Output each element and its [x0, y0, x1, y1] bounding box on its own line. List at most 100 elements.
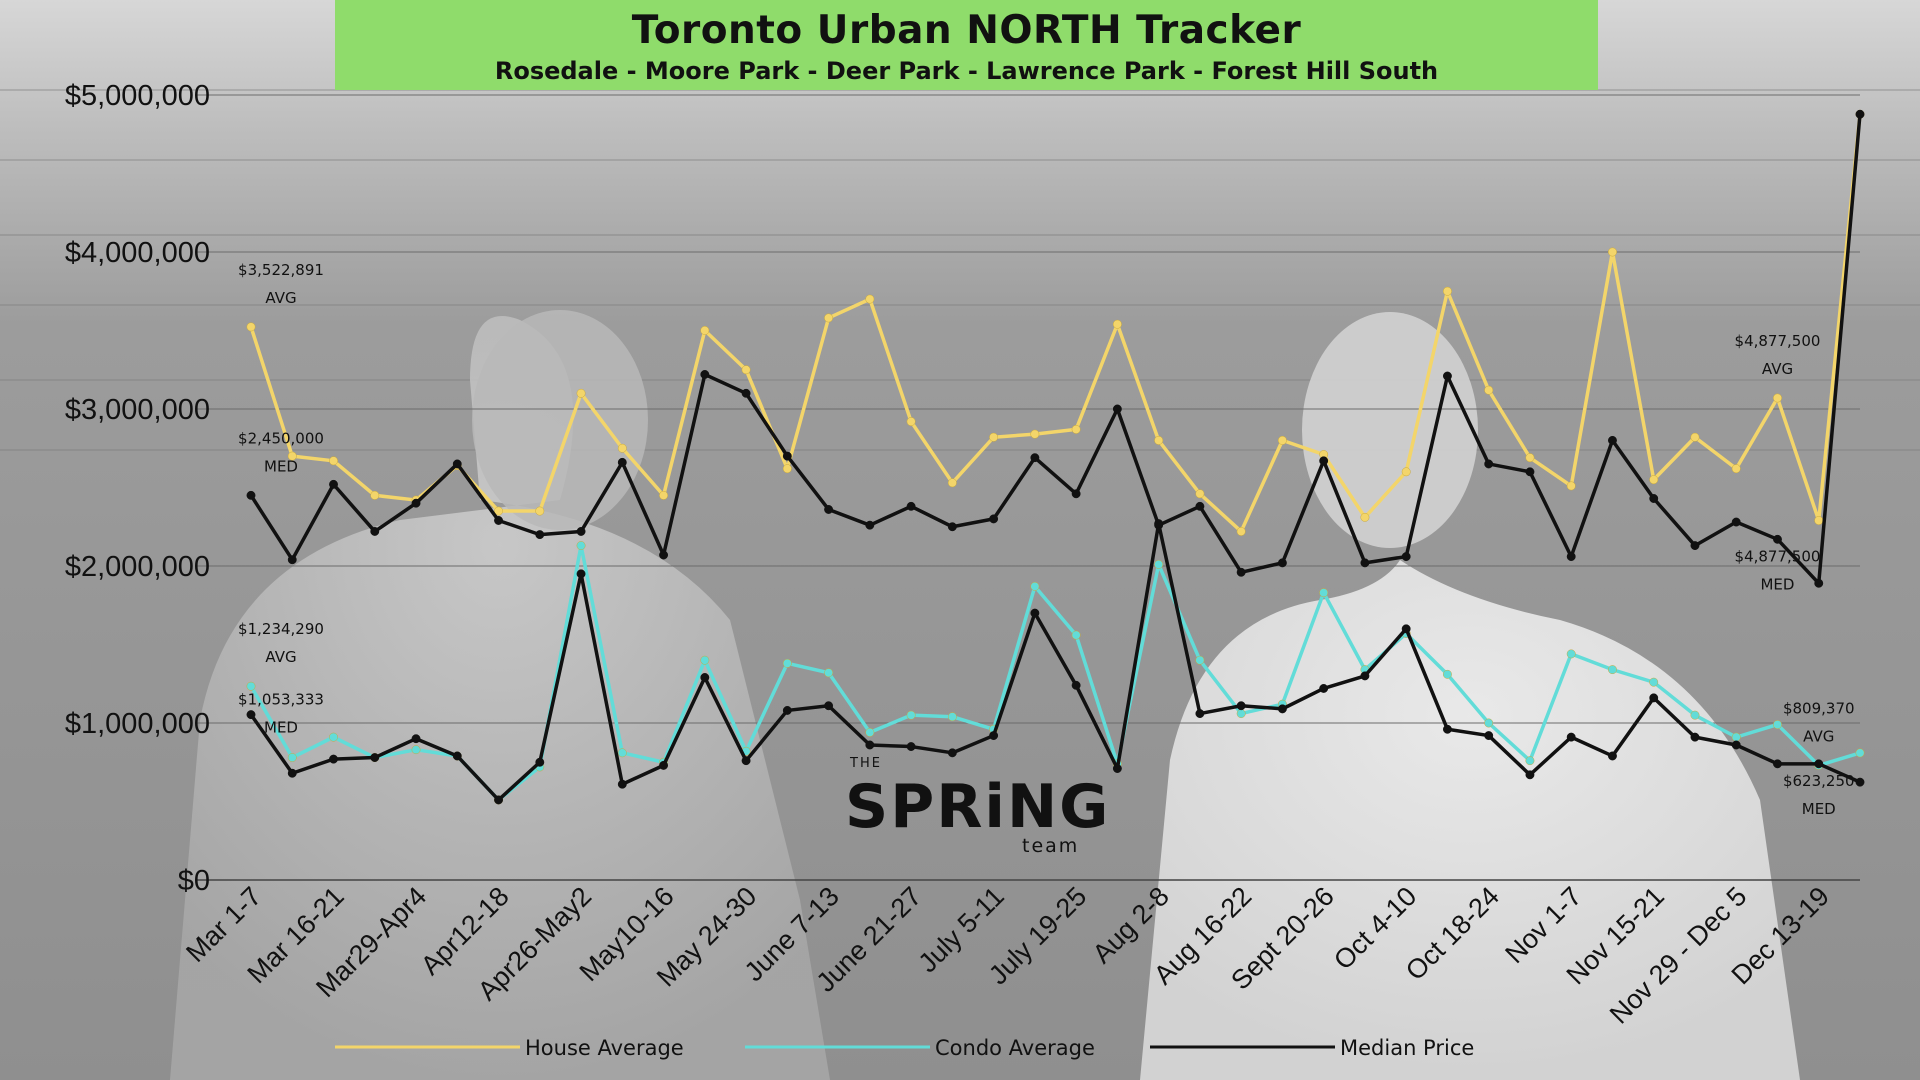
data-point — [1731, 517, 1741, 527]
annotation-kind: MED — [264, 457, 298, 475]
data-point — [1442, 669, 1452, 679]
data-point — [287, 451, 297, 461]
data-point — [1649, 693, 1659, 703]
data-point — [452, 459, 462, 469]
data-point — [782, 658, 792, 668]
legend-label: Median Price — [1340, 1036, 1474, 1060]
annotation: $623,250 MED — [1783, 772, 1855, 818]
data-point — [1525, 453, 1535, 463]
annotation-kind: MED — [1760, 575, 1794, 593]
data-point — [1773, 720, 1782, 730]
y-tick-label: $4,000,000 — [65, 237, 210, 269]
data-point — [370, 753, 380, 762]
data-point — [1442, 724, 1452, 734]
data-point — [1608, 247, 1617, 257]
data-point — [1566, 649, 1576, 659]
data-point — [1112, 319, 1122, 329]
data-point — [1649, 677, 1659, 687]
data-point — [659, 490, 669, 500]
data-point — [1566, 552, 1576, 562]
data-point — [576, 527, 586, 536]
data-point — [617, 443, 627, 453]
data-point — [1855, 777, 1865, 787]
data-point — [452, 751, 462, 761]
y-tick-label: $5,000,000 — [65, 80, 210, 112]
data-point — [1030, 608, 1040, 618]
data-point — [246, 490, 256, 500]
data-point — [1525, 770, 1535, 780]
series-layer — [246, 109, 1865, 805]
data-point — [329, 754, 338, 764]
data-point — [1360, 671, 1370, 681]
data-point — [741, 365, 751, 375]
data-point — [1690, 732, 1700, 742]
data-point — [411, 498, 421, 508]
data-point — [1071, 424, 1081, 434]
data-point — [1319, 684, 1329, 693]
y-tick-label: $1,000,000 — [65, 708, 210, 740]
data-point — [824, 505, 834, 514]
data-point — [494, 516, 503, 525]
data-point — [865, 520, 875, 530]
title-banner: Toronto Urban NORTH Tracker Rosedale - M… — [335, 0, 1598, 90]
data-point — [782, 451, 792, 461]
annotation-kind: MED — [264, 719, 298, 737]
data-point — [1814, 516, 1824, 525]
data-point — [1649, 494, 1659, 503]
data-point — [1154, 519, 1164, 529]
data-point — [659, 760, 669, 770]
data-point — [1071, 489, 1081, 499]
data-point — [329, 732, 338, 742]
data-point — [1195, 501, 1205, 511]
data-point — [494, 795, 503, 805]
annotation: $2,450,000 MED — [238, 429, 324, 475]
annotation: $1,234,290 AVG — [238, 620, 324, 666]
data-point — [1814, 759, 1824, 769]
data-point — [1112, 404, 1122, 414]
data-point — [1195, 709, 1205, 719]
data-point — [1401, 624, 1411, 634]
logo-spring-text: SPRiNG — [845, 772, 1110, 842]
data-point — [1442, 286, 1452, 296]
data-point — [947, 478, 957, 488]
data-point — [700, 673, 710, 682]
y-tick-label: $0 — [178, 865, 210, 897]
annotation: $1,053,333 MED — [238, 691, 324, 737]
data-point — [1649, 475, 1659, 485]
data-point — [947, 522, 957, 532]
chart-subtitle: Rosedale - Moore Park - Deer Park - Lawr… — [494, 57, 1439, 85]
data-point — [411, 745, 421, 755]
data-point — [1608, 435, 1617, 445]
annotation-value: $4,877,500 — [1735, 332, 1821, 350]
data-point — [329, 479, 338, 489]
data-point — [782, 464, 792, 474]
data-point — [659, 550, 669, 560]
annotation-value: $2,450,000 — [238, 429, 324, 447]
data-point — [1360, 558, 1370, 568]
data-point — [1319, 588, 1329, 598]
data-point — [865, 740, 875, 750]
data-point — [906, 710, 916, 720]
legend-item: Median Price — [1150, 1036, 1474, 1060]
data-point — [1401, 552, 1411, 562]
data-point — [1071, 680, 1081, 690]
data-point — [1030, 429, 1040, 439]
annotation-value: $4,877,500 — [1735, 547, 1821, 565]
series-line — [249, 543, 1861, 802]
data-point — [535, 757, 545, 767]
annotation: $4,877,500 AVG — [1735, 332, 1821, 378]
data-point — [329, 456, 338, 466]
data-point — [1071, 630, 1081, 640]
data-point — [1154, 435, 1164, 445]
data-point — [370, 490, 380, 500]
data-point — [1236, 709, 1246, 719]
data-point — [1855, 748, 1865, 758]
data-point — [246, 681, 256, 691]
data-point — [1731, 740, 1741, 750]
data-point — [700, 370, 710, 379]
data-point — [906, 417, 916, 427]
series-2 — [246, 541, 1865, 805]
